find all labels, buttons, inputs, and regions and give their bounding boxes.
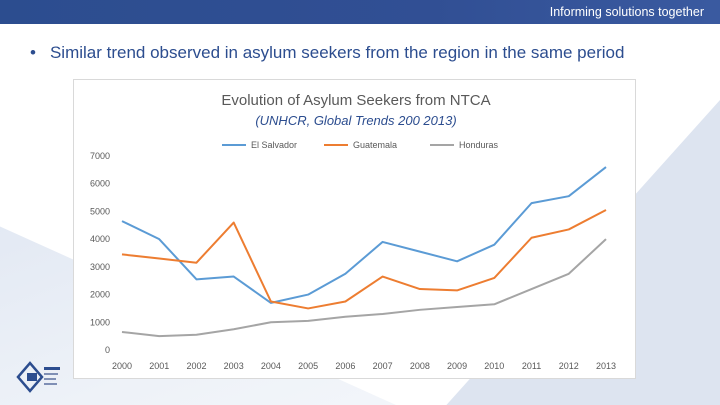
x-tick-label: 2006 — [335, 361, 355, 371]
y-tick-label: 1000 — [90, 317, 110, 327]
series-line-el-salvador — [121, 166, 607, 304]
x-tick-label: 2010 — [484, 361, 504, 371]
y-tick-label: 4000 — [90, 234, 110, 244]
x-tick-label: 2005 — [298, 361, 318, 371]
y-tick-label: 3000 — [90, 262, 110, 272]
bullet-point: • Similar trend observed in asylum seeker… — [30, 43, 624, 63]
series-line-honduras — [121, 238, 607, 338]
chart-container: Evolution of Asylum Seekers from NTCA (U… — [73, 79, 636, 379]
x-tick-label: 2013 — [596, 361, 616, 371]
legend-label: El Salvador — [251, 140, 297, 150]
y-tick-label: 6000 — [90, 179, 110, 189]
chart-legend: El Salvador Guatemala Honduras — [222, 140, 499, 150]
plot-area — [121, 166, 607, 338]
x-axis: 2000 2001 2002 2003 2004 2005 2006 2007 2008 2009… — [112, 361, 616, 371]
line-chart: Evolution of Asylum Seekers from NTCA (U… — [90, 92, 616, 371]
y-tick-label: 2000 — [90, 290, 110, 300]
header-tagline: Informing solutions together — [549, 5, 704, 19]
organization-logo — [16, 361, 60, 393]
series-line-guatemala — [121, 209, 607, 310]
x-tick-label: 2000 — [112, 361, 132, 371]
y-tick-label: 5000 — [90, 206, 110, 216]
chart-title: Evolution of Asylum Seekers from NTCA — [221, 92, 490, 109]
y-tick-label: 7000 — [90, 151, 110, 161]
header-bar: Informing solutions together — [0, 0, 720, 24]
y-axis: 0 1000 2000 3000 4000 5000 6000 7000 — [90, 151, 110, 355]
x-tick-label: 2009 — [447, 361, 467, 371]
x-tick-label: 2003 — [224, 361, 244, 371]
x-tick-label: 2007 — [373, 361, 393, 371]
bullet-icon: • — [30, 43, 36, 62]
x-tick-label: 2008 — [410, 361, 430, 371]
legend-label: Guatemala — [353, 140, 397, 150]
x-tick-label: 2001 — [149, 361, 169, 371]
y-tick-label: 0 — [105, 345, 110, 355]
x-tick-label: 2011 — [522, 361, 541, 371]
bullet-text: Similar trend observed in asylum seekers… — [49, 43, 625, 62]
legend-label: Honduras — [459, 140, 499, 150]
x-tick-label: 2004 — [261, 361, 281, 371]
chart-subtitle: (UNHCR, Global Trends 200 2013) — [255, 113, 456, 128]
x-tick-label: 2012 — [559, 361, 579, 371]
x-tick-label: 2002 — [186, 361, 206, 371]
